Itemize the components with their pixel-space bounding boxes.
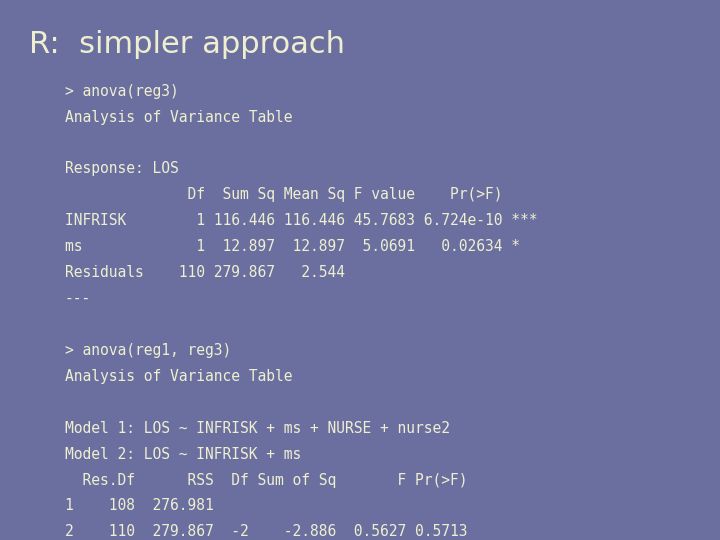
Text: Residuals    110 279.867   2.544: Residuals 110 279.867 2.544 [65, 265, 537, 280]
Text: Res.Df      RSS  Df Sum of Sq       F Pr(>F): Res.Df RSS Df Sum of Sq F Pr(>F) [65, 472, 467, 488]
Text: 2    110  279.867  -2    -2.886  0.5627 0.5713: 2 110 279.867 -2 -2.886 0.5627 0.5713 [65, 524, 467, 539]
Text: ms             1  12.897  12.897  5.0691   0.02634 *: ms 1 12.897 12.897 5.0691 0.02634 * [65, 239, 537, 254]
Text: Analysis of Variance Table: Analysis of Variance Table [65, 110, 292, 125]
Text: Response: LOS: Response: LOS [65, 161, 179, 177]
Text: ---: --- [65, 291, 91, 306]
Text: Model 1: LOS ~ INFRISK + ms + NURSE + nurse2: Model 1: LOS ~ INFRISK + ms + NURSE + nu… [65, 421, 450, 436]
Text: > anova(reg1, reg3): > anova(reg1, reg3) [65, 343, 231, 358]
Text: Model 2: LOS ~ INFRISK + ms: Model 2: LOS ~ INFRISK + ms [65, 447, 301, 462]
Text: > anova(reg3): > anova(reg3) [65, 84, 179, 99]
Text: Df  Sum Sq Mean Sq F value    Pr(>F): Df Sum Sq Mean Sq F value Pr(>F) [65, 187, 537, 202]
Text: 1    108  276.981: 1 108 276.981 [65, 498, 214, 514]
Text: Analysis of Variance Table: Analysis of Variance Table [65, 369, 292, 384]
Text: INFRISK        1 116.446 116.446 45.7683 6.724e-10 ***: INFRISK 1 116.446 116.446 45.7683 6.724e… [65, 213, 537, 228]
Text: R:  simpler approach: R: simpler approach [29, 30, 345, 59]
